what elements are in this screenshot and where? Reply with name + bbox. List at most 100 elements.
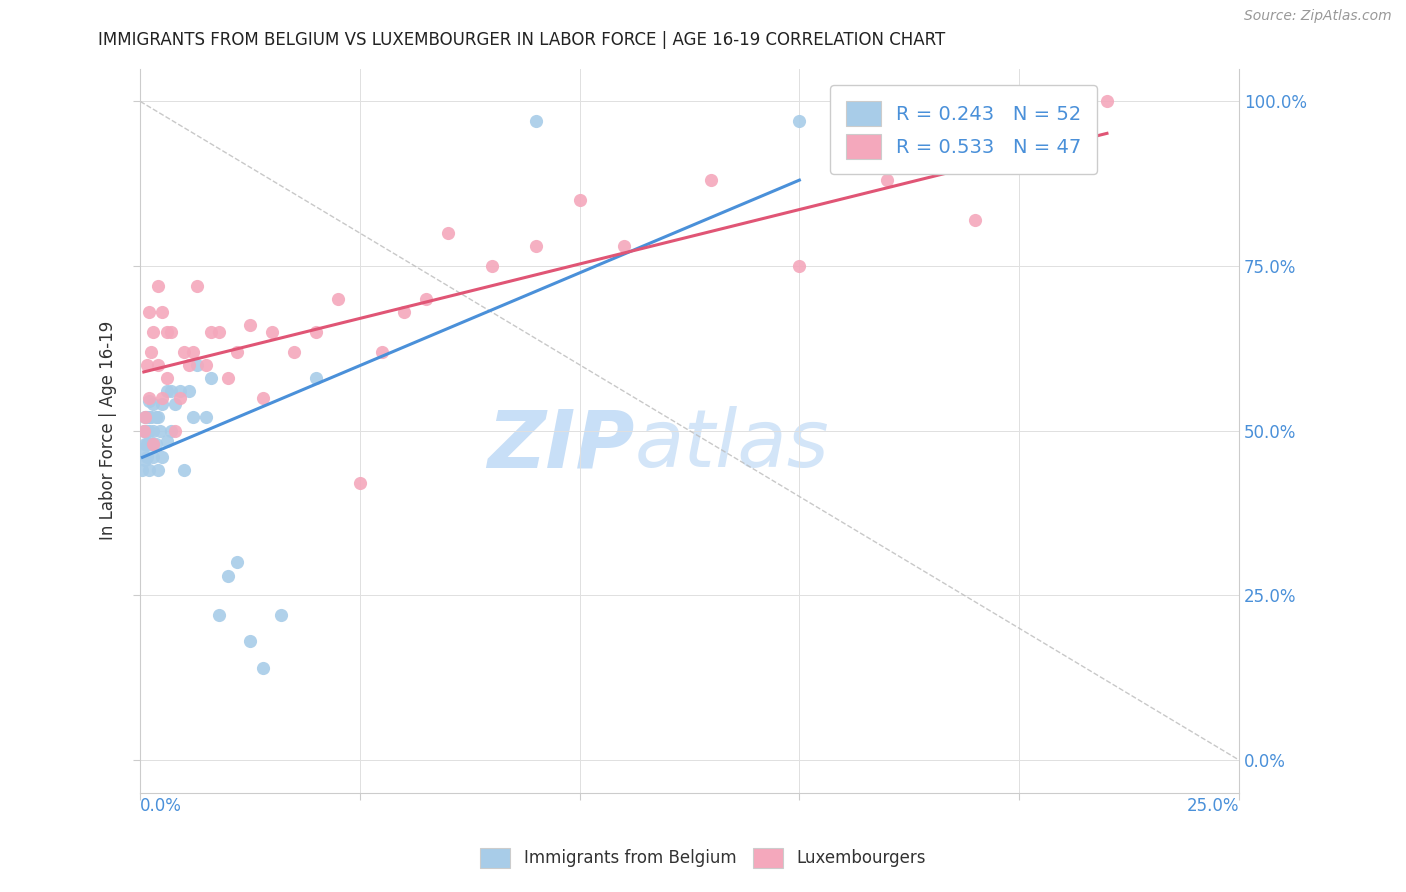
Point — [177, 384, 200, 399]
Point — [349, 476, 371, 491]
Point — [146, 358, 169, 372]
Point — [195, 410, 218, 425]
Point — [789, 259, 811, 273]
Point — [371, 344, 394, 359]
Point — [524, 114, 547, 128]
Point — [156, 325, 179, 339]
Point — [173, 463, 195, 477]
Point — [613, 239, 636, 253]
Point — [283, 344, 305, 359]
Text: IMMIGRANTS FROM BELGIUM VS LUXEMBOURGER IN LABOR FORCE | AGE 16-19 CORRELATION C: IMMIGRANTS FROM BELGIUM VS LUXEMBOURGER … — [98, 31, 946, 49]
Point — [1052, 147, 1074, 161]
Point — [138, 424, 160, 438]
Point — [134, 437, 156, 451]
Point — [142, 325, 165, 339]
Point — [145, 410, 167, 425]
Point — [1095, 95, 1118, 109]
Text: atlas: atlas — [634, 406, 830, 484]
Point — [156, 384, 179, 399]
Point — [876, 173, 898, 187]
Point — [138, 410, 160, 425]
Point — [173, 344, 195, 359]
Point — [226, 555, 249, 569]
Point — [146, 463, 169, 477]
Point — [700, 173, 723, 187]
Point — [181, 344, 204, 359]
Point — [165, 397, 187, 411]
Point — [132, 424, 155, 438]
Point — [131, 463, 153, 477]
Text: 0.0%: 0.0% — [141, 797, 183, 814]
Point — [965, 213, 987, 227]
Point — [150, 305, 173, 319]
Point — [160, 384, 183, 399]
Point — [195, 358, 218, 372]
Point — [392, 305, 415, 319]
Point — [135, 424, 157, 438]
Point — [150, 397, 173, 411]
Point — [142, 437, 165, 451]
Point — [200, 325, 222, 339]
Point — [142, 424, 165, 438]
Point — [305, 371, 328, 385]
Point — [437, 226, 460, 240]
Point — [135, 424, 157, 438]
Point — [141, 344, 163, 359]
Legend: Immigrants from Belgium, Luxembourgers: Immigrants from Belgium, Luxembourgers — [474, 841, 932, 875]
Point — [146, 278, 169, 293]
Point — [239, 318, 262, 333]
Point — [146, 410, 169, 425]
Point — [226, 344, 249, 359]
Point — [789, 114, 811, 128]
Point — [135, 437, 157, 451]
Point — [141, 437, 163, 451]
Point — [134, 424, 156, 438]
Point — [160, 325, 183, 339]
Point — [169, 391, 191, 405]
Point — [150, 450, 173, 464]
Point — [135, 450, 157, 464]
Point — [138, 305, 160, 319]
Point — [169, 384, 191, 399]
Point — [524, 239, 547, 253]
Point — [141, 410, 163, 425]
Point — [135, 410, 157, 425]
Point — [239, 634, 262, 648]
Text: Source: ZipAtlas.com: Source: ZipAtlas.com — [1244, 9, 1392, 23]
Text: ZIP: ZIP — [488, 406, 634, 484]
Legend: R = 0.243   N = 52, R = 0.533   N = 47: R = 0.243 N = 52, R = 0.533 N = 47 — [831, 86, 1097, 174]
Point — [252, 661, 274, 675]
Point — [217, 371, 239, 385]
Point — [156, 434, 179, 448]
Y-axis label: In Labor Force | Age 16-19: In Labor Force | Age 16-19 — [100, 321, 117, 541]
Text: 25.0%: 25.0% — [1187, 797, 1239, 814]
Point — [186, 278, 208, 293]
Point — [149, 424, 172, 438]
Point — [217, 568, 239, 582]
Point — [262, 325, 284, 339]
Point — [568, 193, 591, 207]
Point — [132, 424, 155, 438]
Point — [208, 325, 231, 339]
Point — [481, 259, 503, 273]
Point — [208, 607, 231, 622]
Point — [252, 391, 274, 405]
Point — [145, 437, 167, 451]
Point — [138, 391, 160, 405]
Point — [177, 358, 200, 372]
Point — [134, 410, 156, 425]
Point — [138, 394, 160, 409]
Point — [305, 325, 328, 339]
Point — [186, 358, 208, 372]
Point — [270, 607, 292, 622]
Point — [415, 292, 437, 306]
Point — [200, 371, 222, 385]
Point — [135, 358, 157, 372]
Point — [138, 463, 160, 477]
Point — [142, 397, 165, 411]
Point — [156, 371, 179, 385]
Point — [134, 410, 156, 425]
Point — [160, 424, 183, 438]
Point — [142, 437, 165, 451]
Point — [134, 453, 156, 467]
